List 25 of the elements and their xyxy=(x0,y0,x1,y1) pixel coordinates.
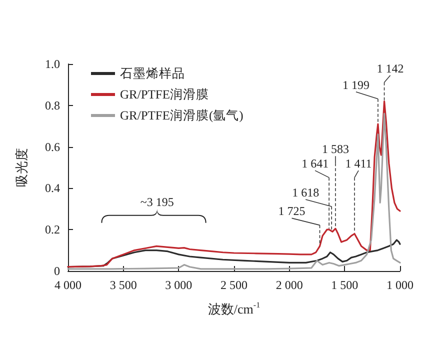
annotation: 1 641 xyxy=(302,156,329,171)
annotation: 1 583 xyxy=(322,142,349,156)
y-axis-title: 吸光度 xyxy=(14,148,29,187)
annotation: 1 199 xyxy=(342,78,370,92)
annotation: 1 142 xyxy=(376,61,404,76)
annotation: 1 411 xyxy=(345,156,372,171)
y-tick-label: 0.2 xyxy=(45,222,60,237)
x-tick-label: 3 500 xyxy=(110,278,137,292)
y-tick-label: 0.4 xyxy=(45,181,60,196)
annotation: ~3 195 xyxy=(140,194,174,209)
x-tick-label: 2 500 xyxy=(220,278,248,292)
x-tick-label: 2 000 xyxy=(276,278,303,292)
legend-label: GR/PTFE润滑膜(氩气) xyxy=(120,108,244,122)
y-tick-label: 0 xyxy=(54,264,60,278)
annotation: 1 725 xyxy=(278,204,306,218)
legend-label: 石墨烯样品 xyxy=(120,66,185,80)
annotation: 1 618 xyxy=(292,186,320,200)
x-tick-label: 3 000 xyxy=(165,278,192,292)
y-tick-label: 0.8 xyxy=(45,98,60,112)
x-tick-label: 1 000 xyxy=(386,278,414,292)
x-tick-label: 1 500 xyxy=(331,278,358,292)
x-tick-label: 4 000 xyxy=(54,278,82,292)
y-tick-label: 0.6 xyxy=(45,140,60,154)
legend-label: GR/PTFE润滑膜 xyxy=(120,88,210,102)
y-tick-label: 1.0 xyxy=(45,57,60,71)
